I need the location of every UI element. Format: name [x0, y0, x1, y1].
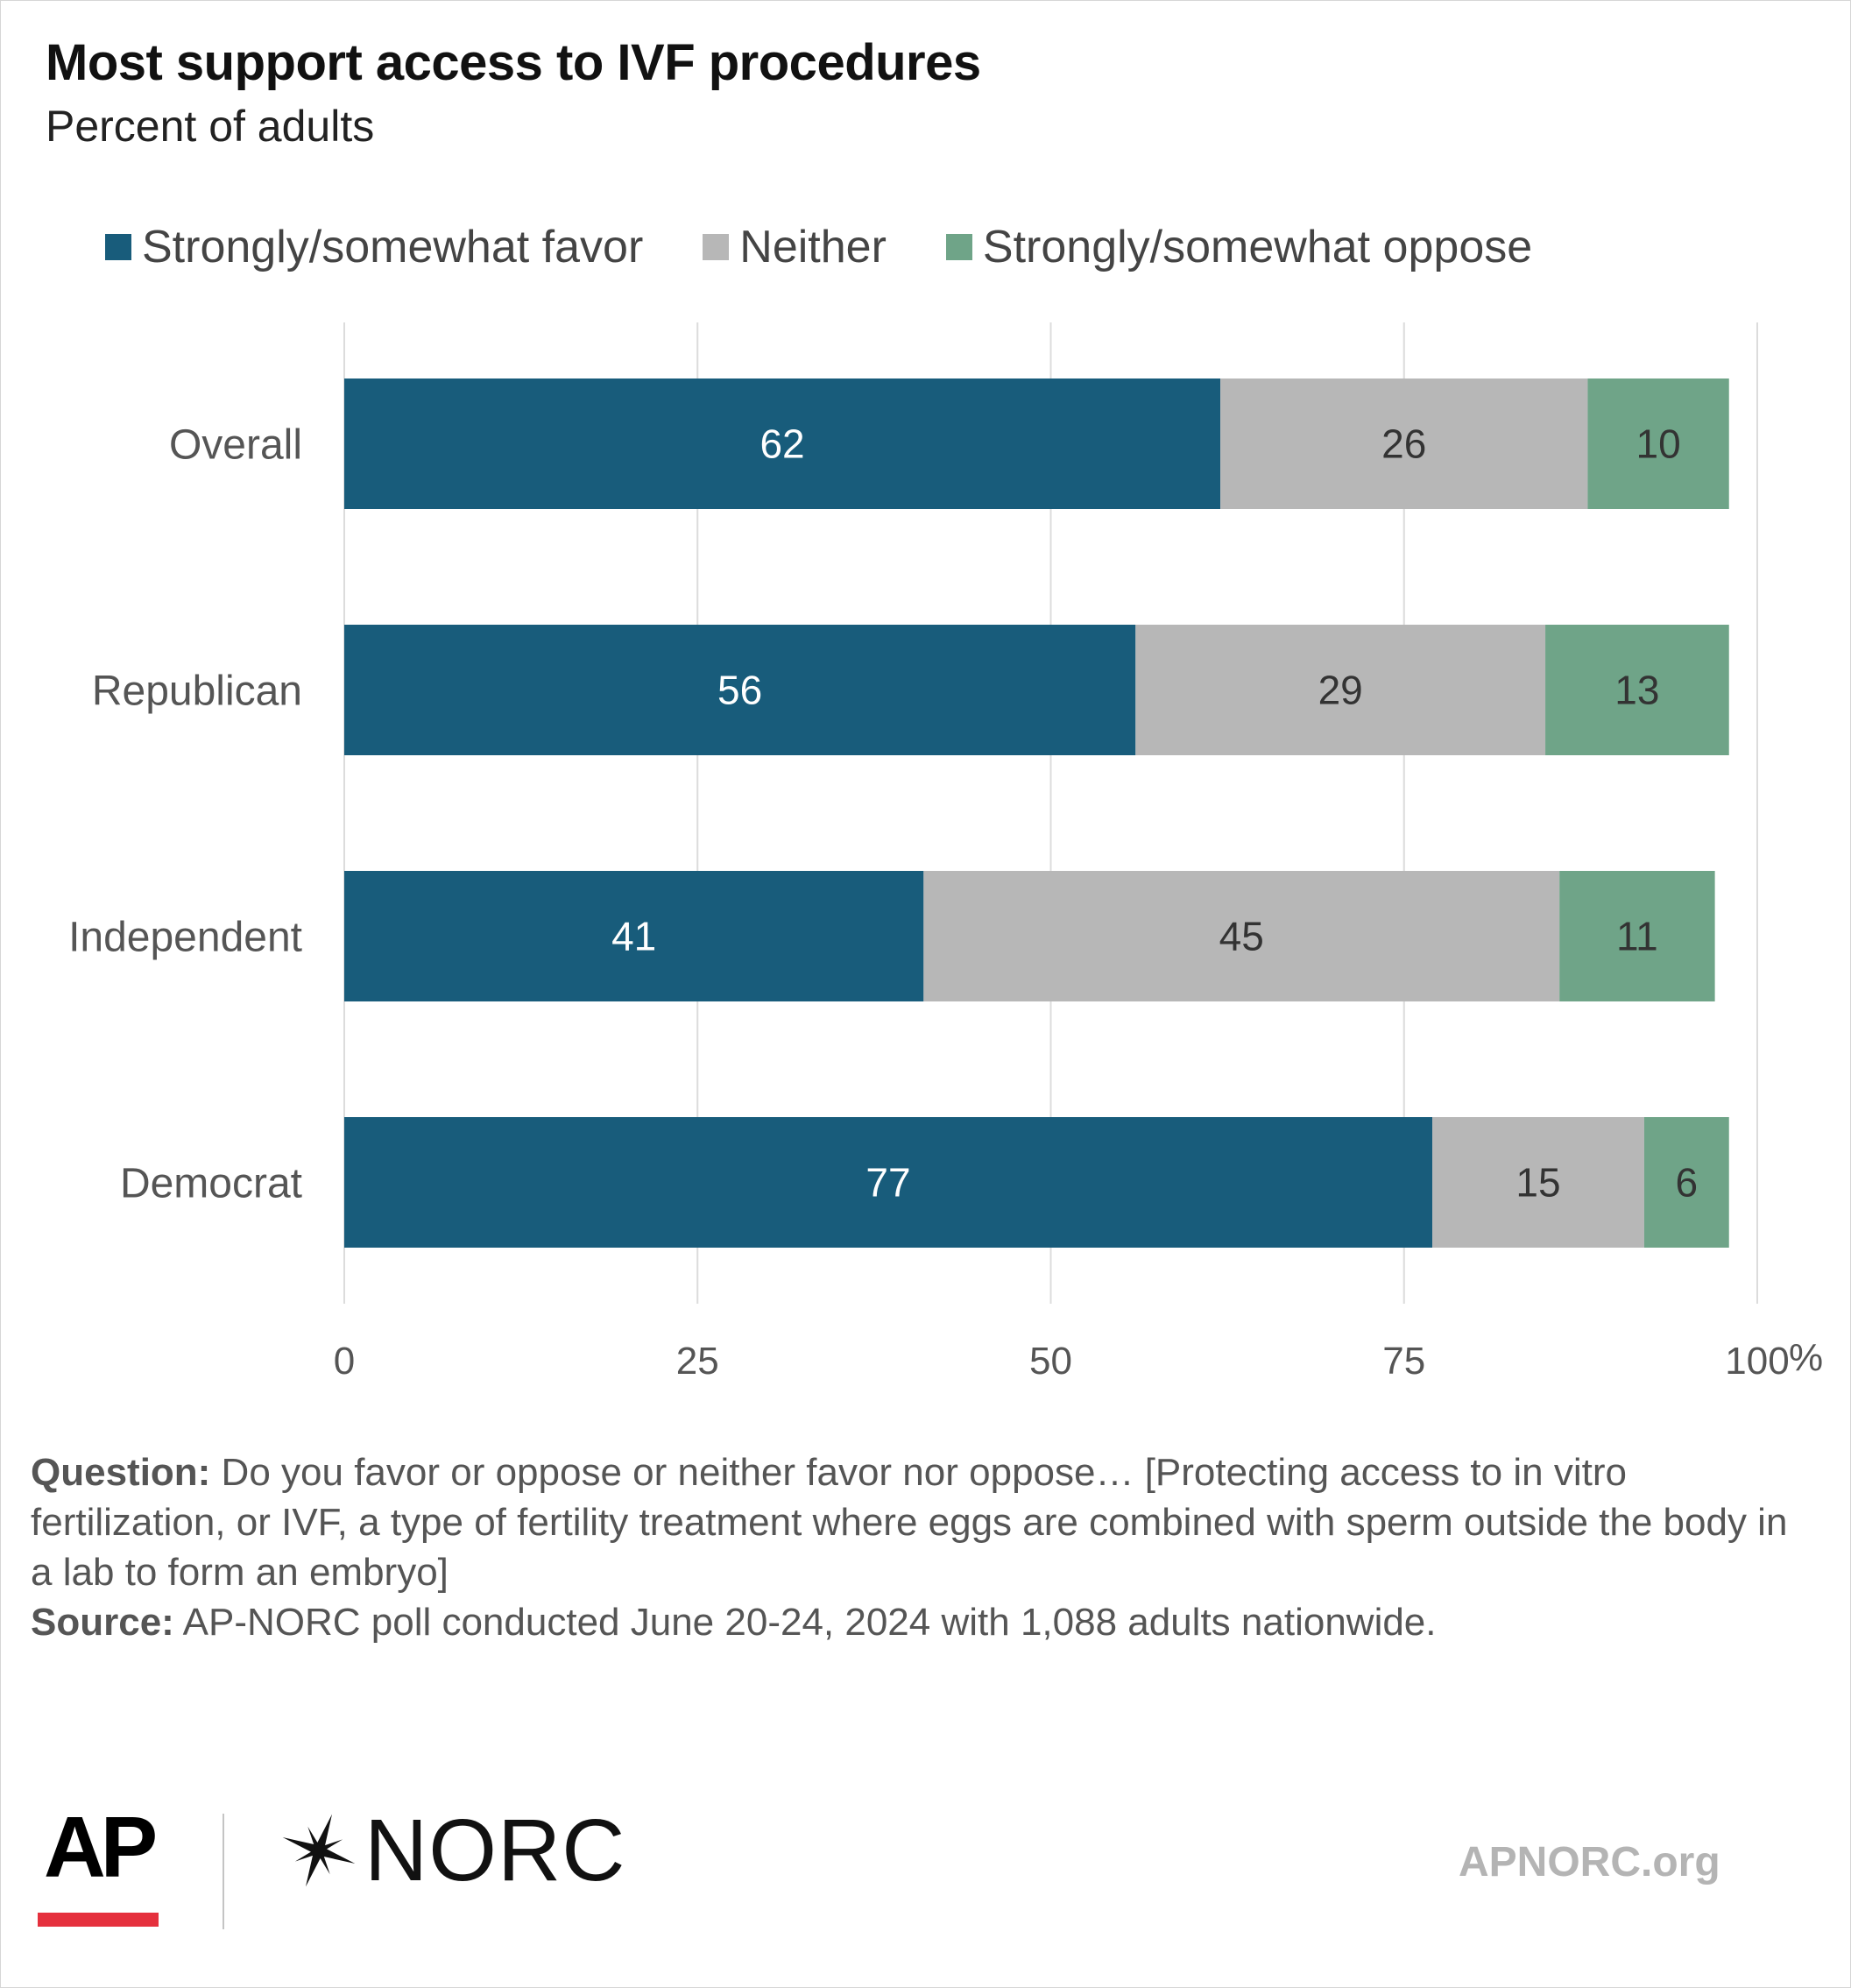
- data-label: 10: [1636, 421, 1681, 467]
- data-label: 11: [1616, 914, 1658, 959]
- bar-segment-favor: [344, 871, 924, 1001]
- question-text: Do you favor or oppose or neither favor …: [31, 1451, 1788, 1594]
- legend-item-favor: Strongly/somewhat favor: [105, 221, 643, 273]
- bar-segment-neither: [1220, 378, 1588, 509]
- bar-segment-neither: [1135, 625, 1546, 755]
- question-note: Question: Do you favor or oppose or neit…: [31, 1447, 1800, 1597]
- chart-subtitle: Percent of adults: [46, 102, 375, 151]
- site-link[interactable]: APNORC.org: [1459, 1839, 1720, 1885]
- bar-segment-oppose: [1559, 871, 1715, 1001]
- bar-segment-oppose: [1587, 378, 1729, 509]
- legend: Strongly/somewhat favor Neither Strongly…: [105, 221, 1592, 273]
- ap-logo: AP: [44, 1799, 158, 1895]
- legend-label-neither: Neither: [739, 222, 887, 272]
- bars: [344, 378, 1729, 1248]
- x-tick-label: 25: [676, 1340, 719, 1383]
- labels: 0 25 50 75 100 % Overall 62 26 10 Republican 56 29 13…: [68, 421, 1823, 1383]
- bar-segment-favor: [344, 378, 1221, 509]
- norc-logo-text: NORC: [364, 1801, 626, 1900]
- bar-segment-favor: [344, 1117, 1433, 1248]
- data-label: 77: [865, 1160, 910, 1206]
- x-tick-label: 100: [1725, 1340, 1789, 1383]
- bar-segment-neither: [923, 871, 1560, 1001]
- bar-segment-neither: [1432, 1117, 1644, 1248]
- data-label: 13: [1614, 668, 1659, 713]
- category-label: Democrat: [120, 1161, 302, 1207]
- data-label: 15: [1515, 1160, 1560, 1206]
- legend-item-oppose: Strongly/somewhat oppose: [945, 221, 1533, 273]
- legend-swatch-neither: [703, 234, 730, 260]
- chart-title: Most support access to IVF procedures: [46, 34, 981, 91]
- bar-segment-oppose: [1545, 625, 1729, 755]
- legend-item-neither: Neither: [703, 221, 887, 273]
- ap-logo-bar: [38, 1913, 159, 1927]
- x-tick-label: 75: [1382, 1340, 1425, 1383]
- bar-segment-oppose: [1643, 1117, 1729, 1248]
- x-tick-label: 0: [334, 1340, 355, 1383]
- data-label: 26: [1381, 421, 1426, 467]
- source-text: AP-NORC poll conducted June 20-24, 2024 …: [173, 1601, 1437, 1644]
- data-label: 41: [611, 914, 656, 959]
- bar-segment-favor: [344, 625, 1136, 755]
- legend-swatch-oppose: [945, 234, 972, 260]
- source-note: Source: AP-NORC poll conducted June 20-2…: [31, 1597, 1800, 1647]
- bar-chart: 0 25 50 75 100 % Overall 62 26 10 Republican 56 29 13…: [68, 322, 1823, 1383]
- legend-label-favor: Strongly/somewhat favor: [142, 222, 644, 272]
- legend-label-oppose: Strongly/somewhat oppose: [982, 222, 1533, 272]
- category-label: Overall: [169, 422, 302, 469]
- notes: Question: Do you favor or oppose or neit…: [31, 1447, 1800, 1647]
- legend-swatch-favor: [105, 234, 131, 260]
- category-label: Independent: [68, 915, 302, 961]
- data-label: 45: [1219, 914, 1264, 959]
- star-icon: [282, 1814, 356, 1887]
- x-unit-label: %: [1789, 1336, 1823, 1379]
- x-tick-label: 50: [1029, 1340, 1072, 1383]
- source-label: Source:: [31, 1601, 174, 1644]
- question-label: Question:: [31, 1451, 211, 1494]
- category-label: Republican: [92, 669, 302, 715]
- data-label: 62: [759, 421, 804, 467]
- data-label: 6: [1676, 1160, 1699, 1206]
- data-label: 56: [717, 668, 762, 713]
- data-label: 29: [1318, 668, 1363, 713]
- footer-divider: [223, 1814, 224, 1929]
- norc-logo: NORC: [279, 1807, 625, 1894]
